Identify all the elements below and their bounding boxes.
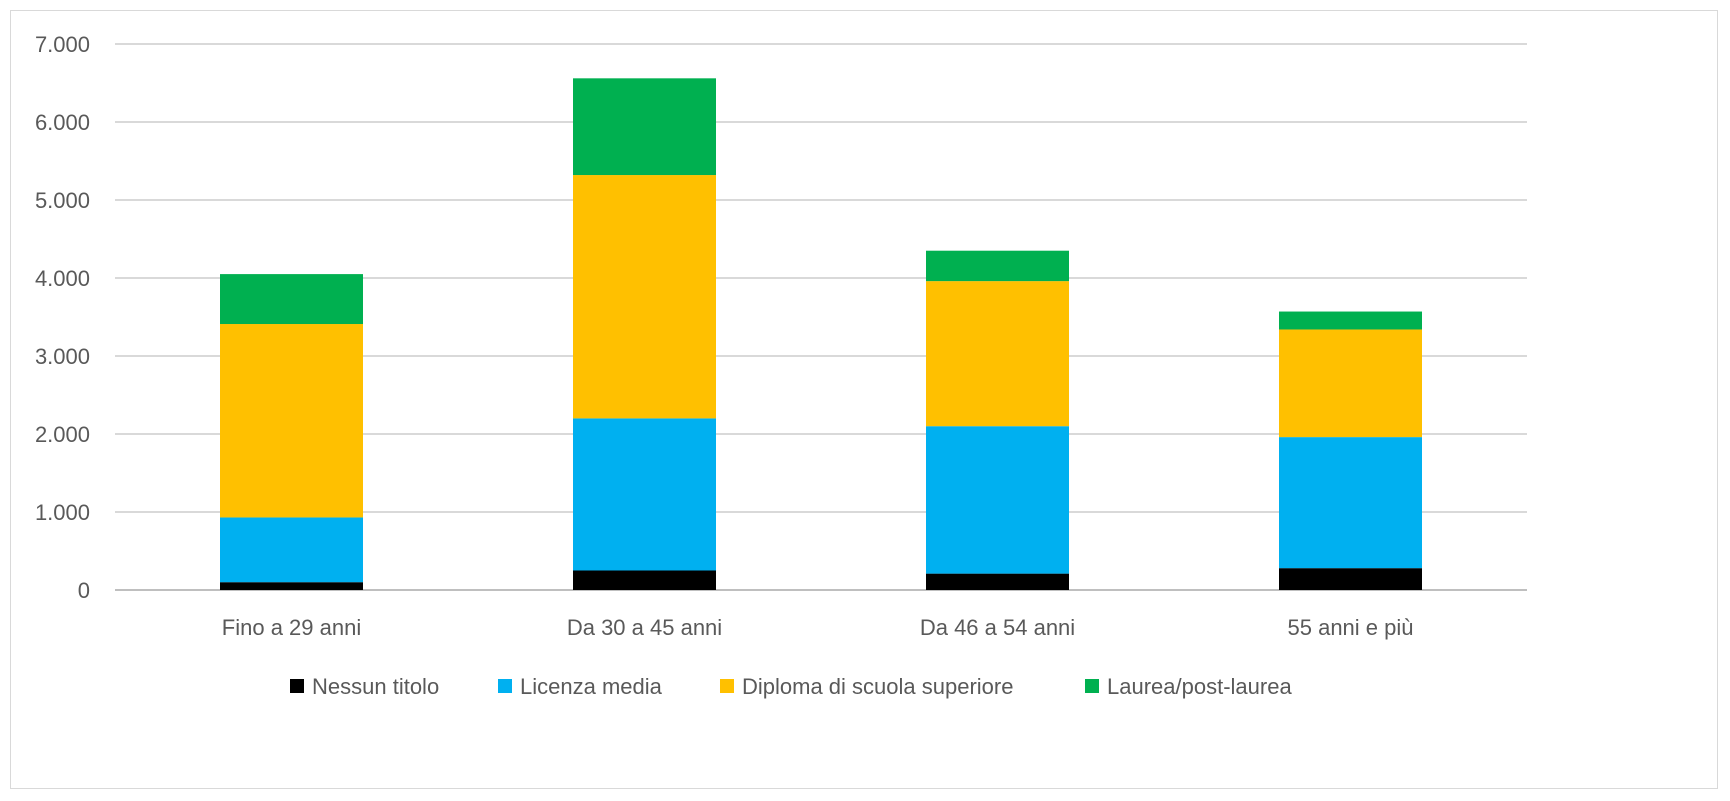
bar-segment-licenza-media — [573, 418, 716, 571]
bar-segment-laurea-post-laurea — [573, 78, 716, 176]
legend-label: Laurea/post-laurea — [1107, 674, 1292, 699]
y-tick-label: 7.000 — [35, 32, 90, 57]
legend-swatch — [720, 679, 734, 693]
x-tick-label: Fino a 29 anni — [222, 615, 361, 640]
x-tick-label: Da 30 a 45 anni — [567, 615, 722, 640]
bar-segment-diploma-di-scuola-superiore — [1279, 329, 1422, 438]
bar-segment-diploma-di-scuola-superiore — [573, 175, 716, 419]
legend-label: Nessun titolo — [312, 674, 439, 699]
bar-segment-licenza-media — [926, 426, 1069, 574]
bar-segment-licenza-media — [1279, 437, 1422, 569]
x-axis: Fino a 29 anni Da 30 a 45 anni Da 46 a 54 … — [222, 615, 1414, 640]
legend-swatch — [290, 679, 304, 693]
legend: Nessun titolo Licenza media Diploma di scu… — [290, 674, 1292, 699]
bar-segment-nessun-titolo — [926, 573, 1069, 590]
legend-item-licenza-media: Licenza media — [498, 674, 663, 699]
bars — [220, 78, 1422, 590]
bar-segment-laurea-post-laurea — [220, 274, 363, 325]
legend-item-diploma-di-scuola-superiore: Diploma di scuola superiore — [720, 674, 1013, 699]
bar-segment-nessun-titolo — [1279, 568, 1422, 590]
x-tick-label: Da 46 a 54 anni — [920, 615, 1075, 640]
y-tick-label: 0 — [78, 578, 90, 603]
y-tick-label: 3.000 — [35, 344, 90, 369]
bar-segment-laurea-post-laurea — [1279, 311, 1422, 330]
y-tick-label: 6.000 — [35, 110, 90, 135]
bar-segment-nessun-titolo — [220, 582, 363, 590]
x-tick-label: 55 anni e più — [1288, 615, 1414, 640]
legend-swatch — [498, 679, 512, 693]
y-tick-label: 2.000 — [35, 422, 90, 447]
bar-segment-laurea-post-laurea — [926, 250, 1069, 282]
bar-segment-diploma-di-scuola-superiore — [220, 324, 363, 518]
y-axis: 0 1.000 2.000 3.000 4.000 5.000 6.000 7.000 — [35, 32, 90, 603]
bar-segment-diploma-di-scuola-superiore — [926, 281, 1069, 427]
bar-segment-nessun-titolo — [573, 570, 716, 590]
y-tick-label: 1.000 — [35, 500, 90, 525]
bar-segment-licenza-media — [220, 517, 363, 583]
legend-swatch — [1085, 679, 1099, 693]
y-tick-label: 4.000 — [35, 266, 90, 291]
y-tick-label: 5.000 — [35, 188, 90, 213]
legend-label: Diploma di scuola superiore — [742, 674, 1013, 699]
legend-item-laurea-post-laurea: Laurea/post-laurea — [1085, 674, 1292, 699]
legend-item-nessun-titolo: Nessun titolo — [290, 674, 439, 699]
legend-label: Licenza media — [520, 674, 663, 699]
